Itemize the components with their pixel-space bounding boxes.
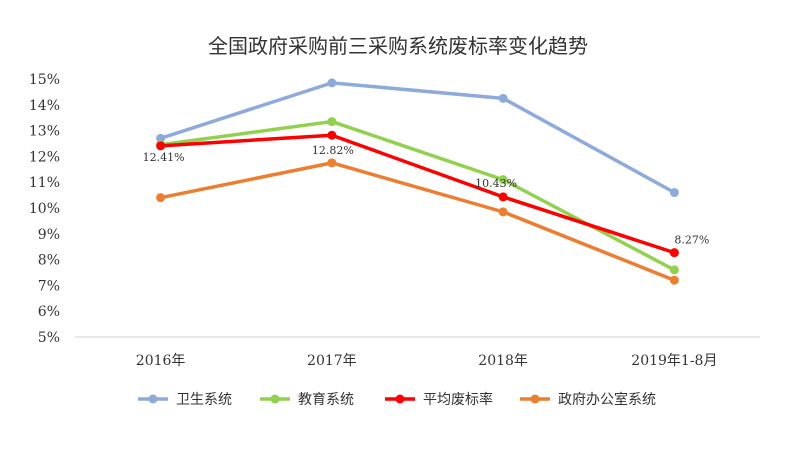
- x-tick-label: 2019年1-8月: [631, 353, 717, 369]
- legend-marker: [530, 394, 540, 404]
- data-point: [156, 193, 166, 203]
- legend-label: 卫生系统: [176, 392, 232, 408]
- x-tick-label: 2016年: [136, 353, 186, 369]
- data-point: [669, 275, 679, 285]
- y-tick-label: 11%: [29, 175, 60, 191]
- legend-label: 平均废标率: [423, 391, 493, 408]
- data-point: [669, 248, 679, 258]
- data-label: 10.43%: [475, 177, 517, 190]
- data-label: 12.82%: [312, 144, 354, 157]
- y-tick-label: 10%: [29, 201, 60, 217]
- legend-label: 政府办公室系统: [558, 391, 656, 408]
- y-tick-label: 15%: [29, 72, 60, 88]
- data-point: [669, 265, 679, 275]
- data-point: [498, 175, 508, 185]
- y-tick-label: 7%: [38, 278, 60, 294]
- x-tick-label: 2018年: [478, 353, 528, 369]
- data-label: 12.41%: [143, 151, 185, 164]
- x-tick-label: 2017年: [307, 353, 357, 369]
- legend-marker: [148, 394, 158, 404]
- y-tick-label: 13%: [29, 124, 60, 140]
- y-tick-label: 14%: [29, 98, 60, 114]
- chart-title: 全国政府采购前三采购系统废标率变化趋势: [208, 34, 588, 58]
- series-line: [158, 81, 677, 195]
- y-tick-label: 5%: [38, 330, 60, 346]
- series-line: [158, 161, 677, 282]
- data-point: [327, 158, 337, 168]
- data-point: [156, 133, 166, 143]
- data-point: [327, 117, 337, 127]
- legend-label: 教育系统: [298, 392, 354, 408]
- y-tick-label: 8%: [38, 253, 60, 269]
- y-tick-label: 12%: [29, 149, 60, 165]
- data-point: [498, 192, 508, 202]
- y-tick-label: 6%: [38, 304, 60, 320]
- data-point: [498, 93, 508, 103]
- data-label: 8.27%: [674, 234, 709, 247]
- data-point: [156, 141, 166, 151]
- series-line: [158, 133, 677, 255]
- legend-marker: [270, 394, 280, 404]
- data-point: [498, 207, 508, 217]
- legend-marker: [395, 394, 405, 404]
- data-point: [669, 188, 679, 198]
- data-point: [327, 130, 337, 140]
- y-tick-label: 9%: [38, 227, 60, 243]
- data-point: [327, 78, 337, 88]
